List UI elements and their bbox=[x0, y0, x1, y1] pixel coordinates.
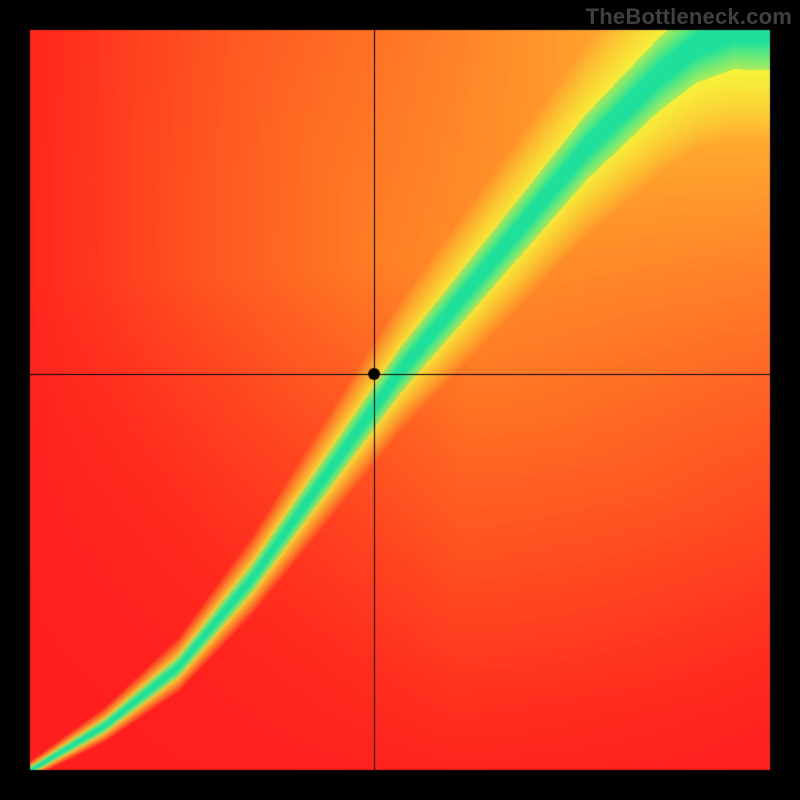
watermark-text: TheBottleneck.com bbox=[586, 4, 792, 30]
bottleneck-chart: TheBottleneck.com bbox=[0, 0, 800, 800]
heatmap-canvas bbox=[0, 0, 800, 800]
